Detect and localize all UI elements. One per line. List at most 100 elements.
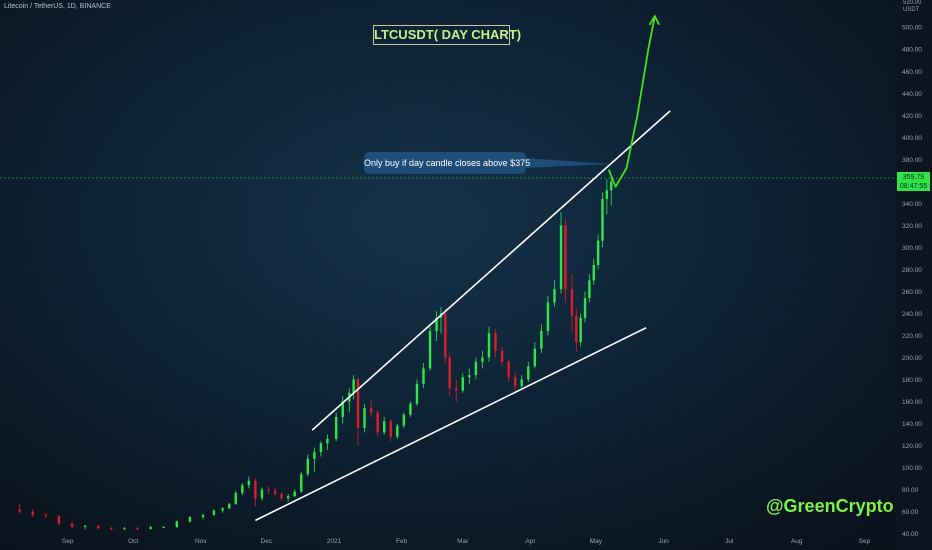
lower-trendline <box>255 327 647 522</box>
callout-pointer <box>524 158 612 168</box>
candle <box>553 280 556 307</box>
chart-title: LTCUSDT( DAY CHART) <box>373 25 521 45</box>
candle-body <box>596 240 600 265</box>
candle-body <box>396 425 399 437</box>
candle-body <box>352 379 355 393</box>
y-tick-label: 200.00 <box>902 355 922 362</box>
candle <box>428 326 432 371</box>
candle <box>267 486 270 494</box>
candle-body <box>564 225 567 290</box>
y-tick-label: 320.00 <box>902 223 922 230</box>
candle-body <box>313 452 316 459</box>
candle <box>348 388 351 413</box>
x-tick-label: Oct <box>128 538 138 545</box>
y-tick-label: 60.00 <box>902 509 919 516</box>
candle-body <box>610 181 613 191</box>
candle <box>439 306 443 334</box>
candle-body <box>559 225 563 290</box>
candle <box>149 525 152 530</box>
candle-body <box>188 517 192 522</box>
candle-body <box>579 317 582 343</box>
x-tick-label: Apr <box>525 538 536 545</box>
candle <box>596 234 600 270</box>
axis-top-label: 520.00 <box>903 0 922 6</box>
candle <box>592 258 595 285</box>
y-tick-label: 440.00 <box>902 91 922 98</box>
symbol-info: Litecoin / TetherUS, 1D, BINANCE <box>4 3 111 10</box>
candle-body <box>533 348 537 367</box>
y-tick-label: 40.00 <box>902 531 919 538</box>
candle <box>540 324 543 354</box>
candle-body <box>267 489 270 491</box>
candle <box>520 375 523 389</box>
candle-body <box>487 333 491 358</box>
candle-body <box>494 333 497 351</box>
current-price-tag: 359.79 08:47:55 <box>897 172 930 191</box>
candle <box>293 489 296 498</box>
candle <box>513 372 517 391</box>
candle <box>389 419 392 442</box>
x-tick-label: 2021 <box>327 538 342 545</box>
callout-note[interactable]: Only buy if day candle closes above $375 <box>364 152 530 174</box>
y-tick-label: 240.00 <box>902 311 922 318</box>
candle <box>136 526 139 531</box>
candle-body <box>306 458 309 475</box>
y-axis-background <box>895 0 932 550</box>
candle <box>228 502 231 510</box>
candle <box>579 313 582 347</box>
candle-body <box>507 361 510 378</box>
candle <box>313 447 316 472</box>
y-tick-label: 500.00 <box>902 25 922 32</box>
y-tick-label: 280.00 <box>902 267 922 274</box>
candle-body <box>44 514 48 516</box>
candle <box>570 273 574 332</box>
candle <box>57 514 61 526</box>
candle <box>474 357 478 380</box>
y-tick-label: 100.00 <box>902 465 922 472</box>
candle <box>533 342 537 369</box>
candle-body <box>376 412 379 433</box>
candle <box>341 395 344 424</box>
candle <box>435 311 438 341</box>
candle <box>286 493 290 502</box>
candle-body <box>149 526 152 530</box>
candle <box>319 441 323 457</box>
candle-body <box>234 492 237 504</box>
projection-arrowhead <box>648 14 660 26</box>
candle-body <box>241 485 244 493</box>
candle-body <box>369 408 373 413</box>
candle <box>83 524 87 530</box>
x-tick-label: Dec <box>261 538 273 545</box>
candle-body <box>341 401 344 417</box>
candle-body <box>136 528 139 530</box>
candle-body <box>162 526 165 528</box>
candle <box>254 478 257 507</box>
candle <box>601 192 604 248</box>
candle <box>247 476 251 489</box>
x-tick-label: Aug <box>791 538 803 545</box>
candle <box>455 379 458 402</box>
y-tick-label: 220.00 <box>902 333 922 340</box>
candle <box>500 346 504 367</box>
candle <box>575 309 578 352</box>
candle <box>280 491 283 501</box>
candle <box>610 176 613 206</box>
candle <box>546 295 550 336</box>
candle <box>110 526 113 531</box>
candle-body <box>474 361 478 376</box>
candle <box>221 507 224 513</box>
candle <box>188 515 192 523</box>
x-tick-label: May <box>590 538 603 545</box>
projection-arrow <box>608 15 656 188</box>
y-tick-label: 480.00 <box>902 47 922 54</box>
candle-body <box>481 357 484 362</box>
candle-body <box>382 421 386 433</box>
candle-body <box>260 489 264 499</box>
candle-body <box>293 491 296 497</box>
candle-body <box>513 377 517 387</box>
y-tick-label: 80.00 <box>902 487 919 494</box>
candle <box>260 487 264 501</box>
y-tick-label: 120.00 <box>902 443 922 450</box>
